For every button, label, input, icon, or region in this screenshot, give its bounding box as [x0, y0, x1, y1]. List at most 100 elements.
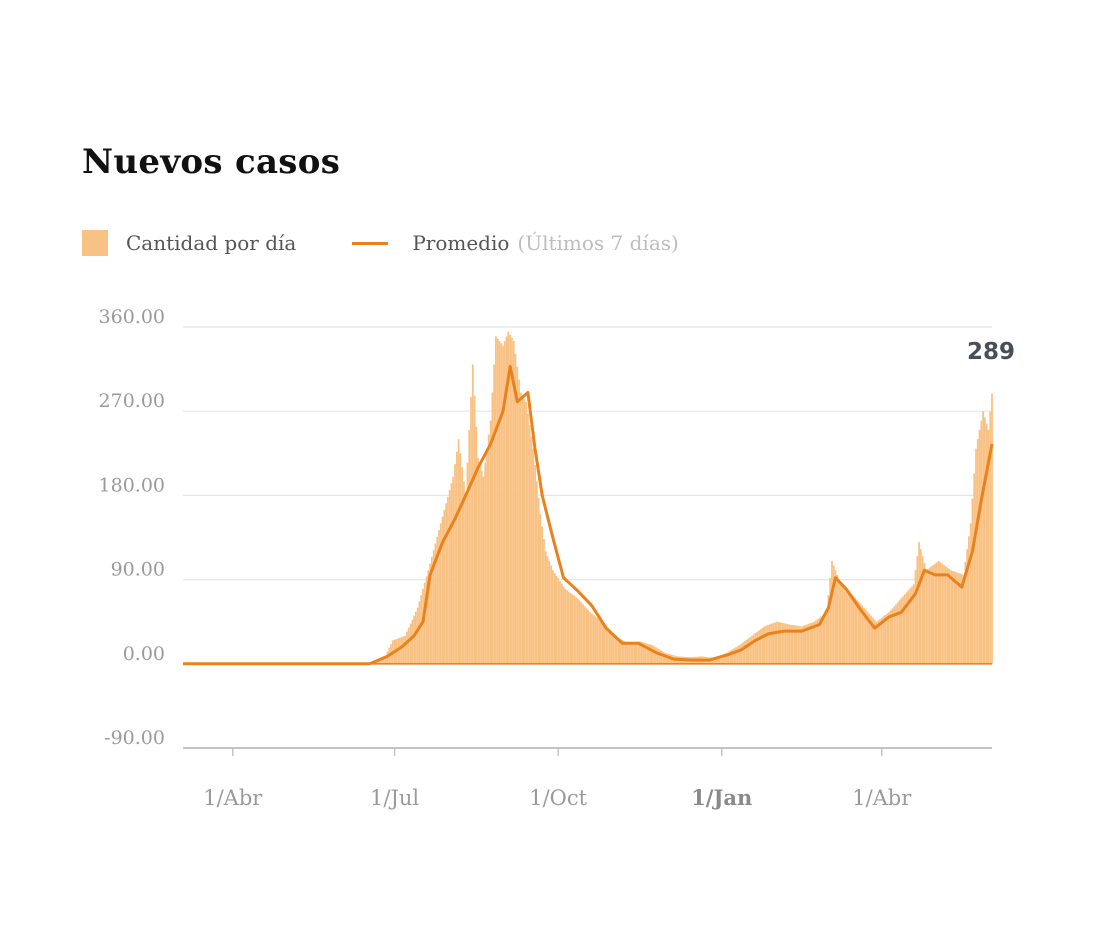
daily-bar: [432, 550, 435, 664]
daily-bar: [816, 619, 819, 664]
daily-bar: [893, 606, 896, 664]
daily-bar: [763, 626, 766, 664]
daily-bar: [431, 556, 433, 664]
line-legend-note: (Últimos 7 días): [517, 231, 679, 255]
line-legend-label: Promedio: [412, 231, 510, 255]
daily-bar: [599, 620, 602, 664]
daily-bar: [486, 448, 488, 664]
daily-bar: [886, 613, 888, 664]
daily-bar: [733, 648, 736, 664]
daily-bar: [911, 586, 913, 664]
daily-bar: [642, 642, 645, 664]
daily-bar: [527, 413, 529, 664]
daily-bar: [987, 429, 990, 664]
daily-bar: [891, 608, 894, 664]
daily-bar: [631, 642, 634, 664]
daily-bar: [889, 610, 892, 664]
daily-bar: [438, 530, 440, 664]
daily-bar: [473, 395, 476, 664]
daily-bar: [450, 483, 453, 664]
daily-bar: [836, 574, 839, 664]
daily-bar: [976, 439, 979, 664]
daily-bar: [560, 583, 563, 664]
x-tick-label: 1/Abr: [852, 786, 912, 810]
daily-bar: [489, 420, 492, 664]
daily-bar: [614, 635, 616, 664]
daily-bar: [928, 567, 931, 664]
daily-bar: [665, 653, 668, 664]
daily-bar: [752, 634, 755, 664]
daily-bar: [857, 601, 860, 664]
daily-bar: [575, 596, 577, 664]
daily-bar: [415, 611, 417, 664]
daily-bar: [505, 336, 508, 664]
daily-bar: [985, 423, 988, 664]
daily-bar: [493, 364, 496, 664]
daily-bar: [980, 420, 983, 664]
daily-bar: [608, 629, 611, 664]
daily-bar: [571, 594, 574, 664]
daily-bar: [409, 623, 412, 664]
x-tick-label: 1/Abr: [203, 786, 263, 810]
daily-bar: [640, 641, 643, 664]
daily-bar: [471, 364, 474, 664]
daily-bar: [592, 615, 595, 664]
daily-bar: [983, 417, 986, 664]
daily-bar: [427, 570, 430, 664]
daily-bar: [806, 624, 808, 664]
daily-bar: [587, 610, 590, 664]
daily-bar: [927, 568, 929, 664]
daily-bar: [406, 631, 408, 664]
daily-bar: [736, 646, 739, 664]
daily-bar: [623, 641, 625, 664]
daily-bar: [939, 562, 942, 664]
daily-bar: [866, 611, 869, 664]
daily-bar: [743, 641, 746, 664]
daily-bar: [610, 631, 613, 664]
daily-bar: [855, 599, 858, 664]
daily-bar: [843, 585, 846, 664]
daily-bar: [619, 638, 622, 664]
legend: Cantidad por día Promedio (Últimos 7 día…: [82, 226, 679, 260]
daily-bar: [887, 612, 890, 664]
daily-bar: [880, 617, 883, 664]
daily-bar: [841, 583, 844, 664]
y-tick-label: -90.00: [104, 727, 165, 749]
daily-bar: [852, 595, 855, 664]
daily-bar: [583, 606, 586, 664]
daily-bar: [820, 616, 823, 664]
daily-bar: [443, 510, 446, 664]
daily-bar: [535, 481, 538, 664]
daily-bar: [459, 453, 462, 664]
daily-bar: [480, 470, 483, 664]
daily-bar: [951, 570, 954, 664]
daily-bar: [863, 607, 865, 664]
daily-bar: [861, 605, 864, 664]
daily-bar: [884, 615, 887, 664]
daily-bar: [381, 659, 384, 664]
daily-bar: [383, 659, 385, 664]
daily-bar: [548, 560, 551, 664]
daily-bar: [935, 562, 938, 664]
daily-bar: [475, 426, 478, 664]
daily-bar: [400, 637, 403, 664]
daily-bar: [512, 341, 515, 664]
daily-bar: [740, 643, 743, 664]
daily-bar: [943, 564, 945, 664]
daily-bar: [644, 642, 647, 664]
daily-bar: [793, 625, 796, 664]
daily-bar: [519, 392, 522, 664]
daily-bar: [957, 572, 960, 664]
daily-bar: [402, 636, 405, 664]
daily-bar: [726, 652, 728, 664]
daily-bar: [525, 401, 528, 664]
daily-bar: [902, 596, 904, 664]
daily-bar: [825, 612, 828, 664]
daily-bar: [749, 637, 752, 664]
daily-bar: [379, 660, 382, 664]
daily-bar: [633, 642, 636, 664]
daily-bar: [770, 623, 773, 664]
daily-bar: [900, 598, 903, 664]
daily-bar: [912, 584, 915, 664]
daily-bar: [735, 647, 737, 664]
